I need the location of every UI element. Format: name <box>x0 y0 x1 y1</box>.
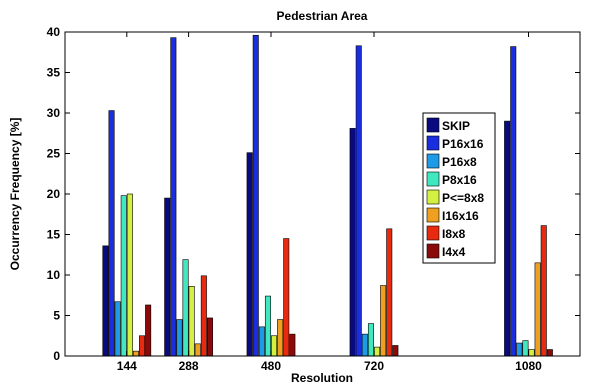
bar-p16x16-480 <box>252 34 259 357</box>
x-tick-label: 720 <box>364 359 384 373</box>
bar-p8x8-1080 <box>528 349 535 357</box>
bar-p16x8-1080 <box>516 342 523 357</box>
bar-group <box>102 34 553 357</box>
bar-skip-288 <box>164 197 171 357</box>
bar-p16x16-288 <box>170 37 177 357</box>
bar-i4x4-288 <box>206 317 213 357</box>
legend-label: P16x16 <box>442 137 484 151</box>
legend-label: I4x4 <box>442 245 466 259</box>
bar-i8x8-288 <box>200 275 207 357</box>
bar-p8x8-480 <box>271 335 278 357</box>
bar-i4x4-1080 <box>546 349 553 357</box>
bar-p16x8-720 <box>361 333 368 357</box>
legend-swatch <box>426 243 440 259</box>
bar-p8x16-144 <box>120 195 127 357</box>
bar-skip-1080 <box>504 120 511 357</box>
bar-p16x16-144 <box>108 110 115 357</box>
bar-p8x8-144 <box>126 193 133 357</box>
legend-label: I16x16 <box>442 209 479 223</box>
x-tick-label: 288 <box>179 359 199 373</box>
bar-i16x16-288 <box>194 343 201 357</box>
x-axis: 144 288 480 720 1080 <box>117 32 542 373</box>
bar-i16x16-1080 <box>534 262 541 357</box>
legend-label: I8x8 <box>442 227 466 241</box>
y-tick-label: 30 <box>47 106 61 120</box>
bar-i8x8-1080 <box>540 225 547 357</box>
y-tick-label: 20 <box>47 187 61 201</box>
chart-title: Pedestrian Area <box>277 9 368 23</box>
legend-swatch <box>426 117 440 133</box>
bar-i16x16-720 <box>380 285 387 357</box>
legend: SKIP P16x16 P16x8 P8x16 P<=8x8 I16x16 I8x8 I4x4 <box>422 112 496 264</box>
bar-skip-720 <box>349 128 356 357</box>
bar-p16x16-1080 <box>510 46 517 357</box>
x-tick-label: 480 <box>261 359 281 373</box>
legend-label: SKIP <box>442 119 470 133</box>
bar-p8x16-720 <box>367 323 374 357</box>
y-tick-label: 35 <box>47 66 61 80</box>
x-axis-label: Resolution <box>291 371 353 385</box>
y-tick-label: 0 <box>53 349 60 363</box>
bar-i16x16-144 <box>132 350 139 357</box>
bar-i8x8-480 <box>283 238 290 357</box>
y-tick-label: 15 <box>47 228 61 242</box>
y-tick-label: 5 <box>53 309 60 323</box>
legend-label: P8x16 <box>442 173 477 187</box>
bar-p8x8-720 <box>374 346 381 357</box>
legend-swatch <box>426 189 440 205</box>
y-axis-label: Occurrency Frequency [%] <box>8 118 22 271</box>
bar-skip-144 <box>102 245 109 357</box>
y-tick-label: 10 <box>47 268 61 282</box>
bar-i4x4-480 <box>289 333 296 357</box>
y-tick-label: 25 <box>47 147 61 161</box>
bar-i4x4-720 <box>392 345 399 357</box>
y-tick-label: 40 <box>47 25 61 39</box>
bar-p8x16-480 <box>264 295 271 357</box>
bar-p16x8-144 <box>114 301 121 357</box>
bar-i8x8-720 <box>386 228 393 357</box>
bar-skip-480 <box>246 152 253 357</box>
bar-p16x16-720 <box>355 45 362 357</box>
legend-swatch <box>426 171 440 187</box>
bar-p8x16-288 <box>182 259 189 357</box>
bar-p8x8-288 <box>188 286 195 357</box>
bar-i4x4-144 <box>145 304 152 357</box>
bar-p16x8-480 <box>258 326 265 357</box>
bar-i16x16-480 <box>277 319 284 357</box>
legend-swatch <box>426 153 440 169</box>
bar-p16x8-288 <box>176 319 183 357</box>
bar-i8x8-144 <box>139 335 146 357</box>
legend-swatch <box>426 225 440 241</box>
plot-frame <box>64 31 581 357</box>
legend-label: P16x8 <box>442 155 477 169</box>
bar-p8x16-1080 <box>522 340 529 357</box>
legend-swatch <box>426 135 440 151</box>
x-tick-label: 1080 <box>515 359 542 373</box>
legend-swatch <box>426 207 440 223</box>
legend-label: P<=8x8 <box>442 191 484 205</box>
x-tick-label: 144 <box>117 359 137 373</box>
y-axis: 0 5 10 15 20 25 30 35 40 <box>47 25 580 363</box>
